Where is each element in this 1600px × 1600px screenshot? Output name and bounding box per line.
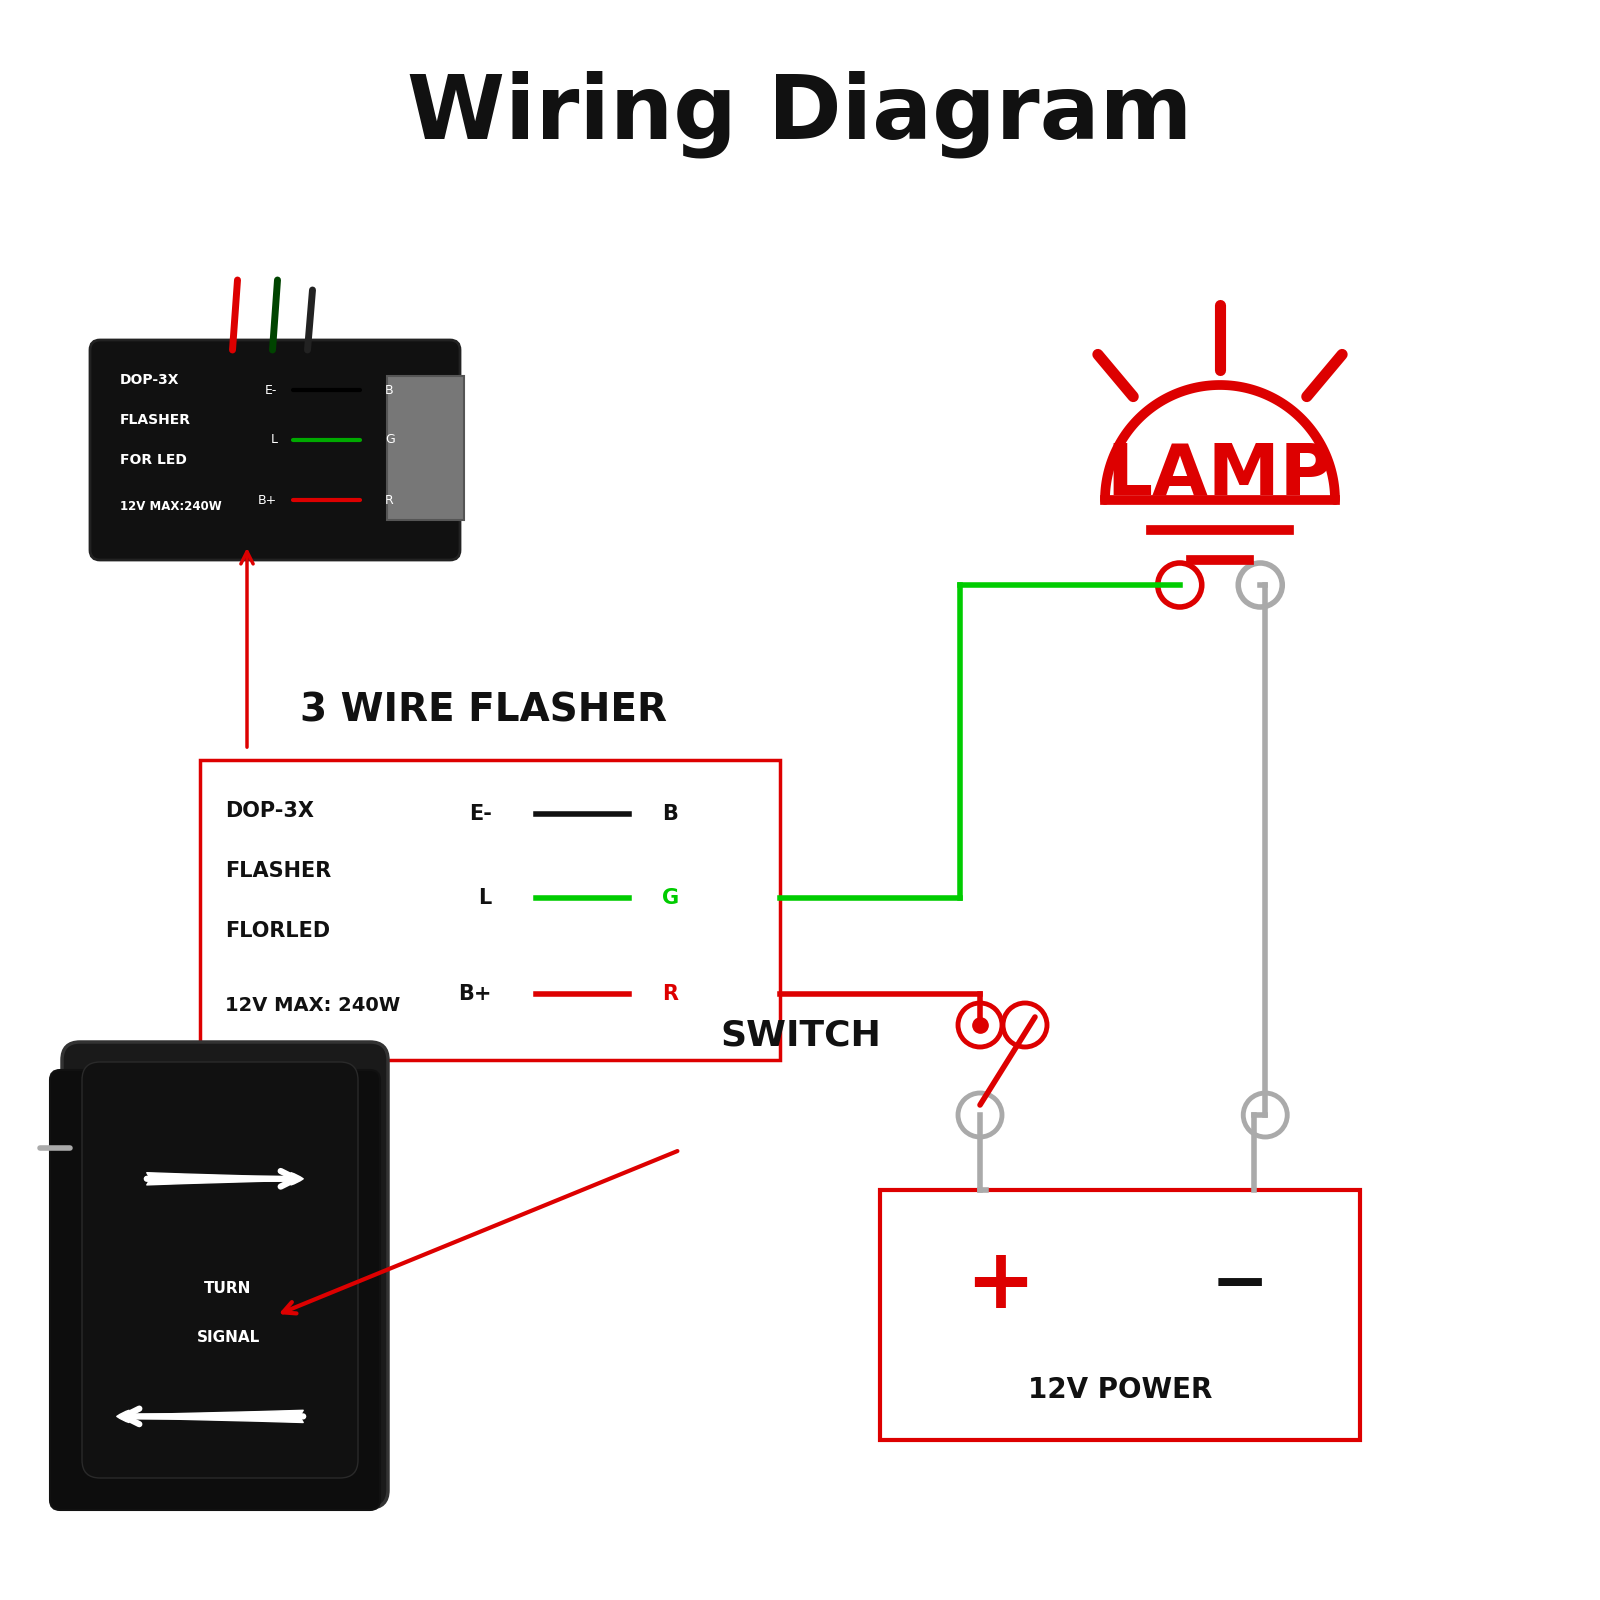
Text: DOP-3X: DOP-3X <box>120 373 179 387</box>
FancyBboxPatch shape <box>90 341 461 560</box>
FancyBboxPatch shape <box>50 1070 381 1510</box>
Text: L: L <box>270 434 277 446</box>
Text: FOR LED: FOR LED <box>120 453 187 467</box>
Text: FLASHER: FLASHER <box>226 861 331 882</box>
Bar <box>387 376 464 520</box>
Text: B: B <box>662 803 678 824</box>
Text: L: L <box>478 888 491 907</box>
Text: E-: E- <box>469 803 491 824</box>
Text: SWITCH: SWITCH <box>720 1018 882 1053</box>
Text: Wiring Diagram: Wiring Diagram <box>408 70 1192 157</box>
Text: SIGNAL: SIGNAL <box>197 1330 259 1344</box>
Text: R: R <box>662 984 678 1005</box>
Text: 3 WIRE FLASHER: 3 WIRE FLASHER <box>301 691 667 730</box>
Text: G: G <box>662 888 680 907</box>
Text: 12V MAX:240W: 12V MAX:240W <box>120 499 222 512</box>
Text: R: R <box>386 493 394 507</box>
Text: B: B <box>386 384 394 397</box>
Text: DOP-3X: DOP-3X <box>226 802 314 821</box>
Text: B+: B+ <box>458 984 491 1005</box>
Text: −: − <box>1211 1251 1269 1318</box>
Text: 12V MAX: 240W: 12V MAX: 240W <box>226 997 400 1016</box>
Text: FLORLED: FLORLED <box>226 922 330 941</box>
Text: E-: E- <box>266 384 277 397</box>
Text: LAMP: LAMP <box>1107 440 1333 509</box>
Bar <box>200 760 781 1059</box>
Text: +: + <box>965 1245 1035 1325</box>
Text: FLASHER: FLASHER <box>120 413 190 427</box>
FancyBboxPatch shape <box>82 1062 358 1478</box>
Text: TURN: TURN <box>205 1282 251 1296</box>
Text: B+: B+ <box>258 493 277 507</box>
Text: 12V POWER: 12V POWER <box>1027 1376 1213 1405</box>
Text: G: G <box>386 434 395 446</box>
Bar <box>880 1190 1360 1440</box>
FancyBboxPatch shape <box>62 1042 387 1507</box>
